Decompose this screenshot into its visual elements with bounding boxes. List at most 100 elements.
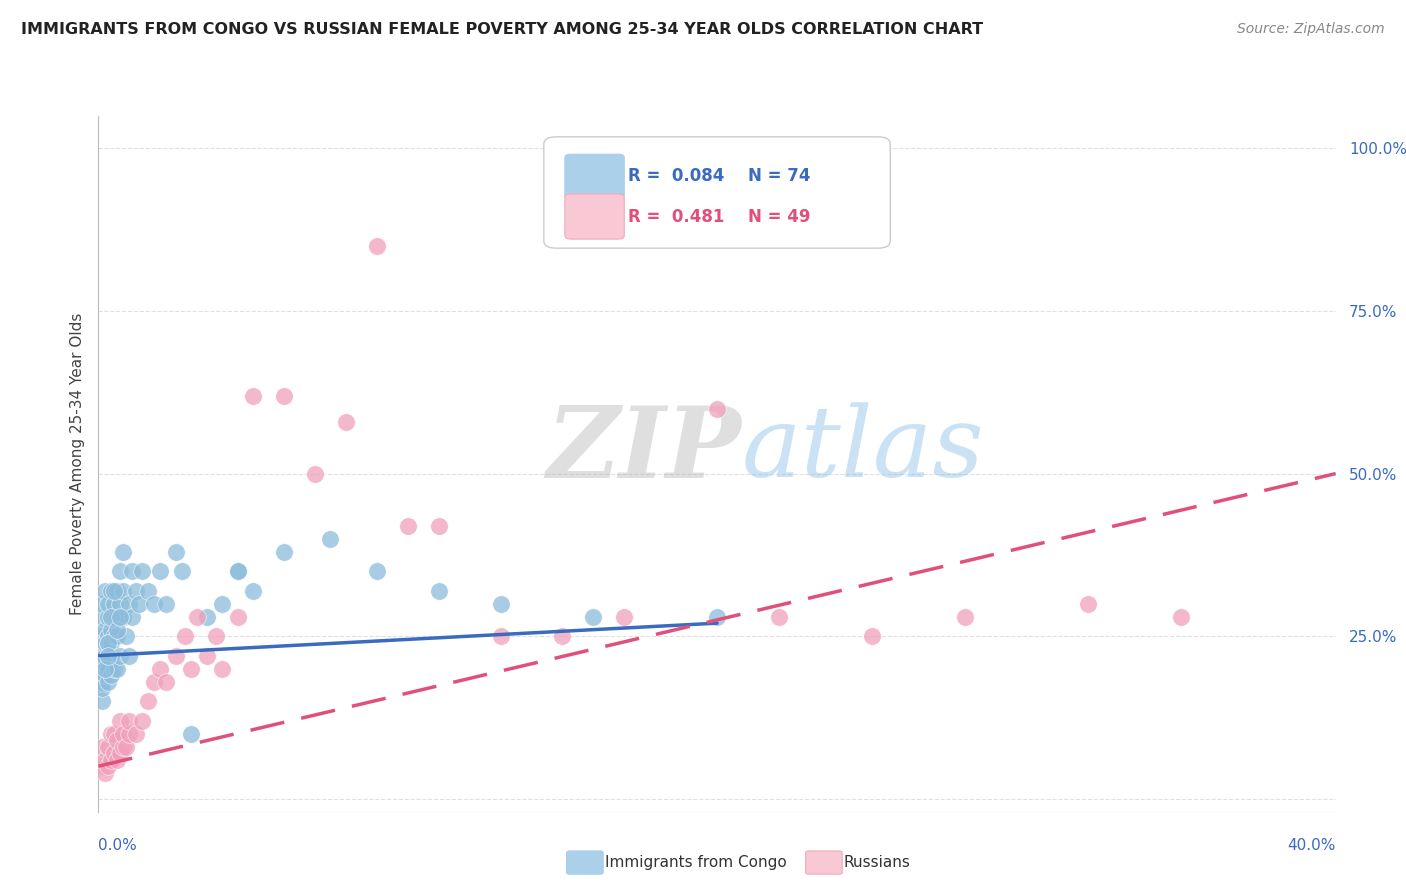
Point <box>97 674 120 689</box>
Point <box>131 714 153 728</box>
Text: Source: ZipAtlas.com: Source: ZipAtlas.com <box>1237 22 1385 37</box>
Point <box>304 467 326 481</box>
Point <box>112 583 135 598</box>
Point <box>706 609 728 624</box>
Point <box>273 388 295 402</box>
Point <box>149 564 172 578</box>
Point <box>115 629 138 643</box>
FancyBboxPatch shape <box>544 136 890 248</box>
Point <box>205 629 228 643</box>
FancyBboxPatch shape <box>565 194 624 239</box>
Point <box>93 583 115 598</box>
Point <box>90 597 112 611</box>
Point <box>124 583 146 598</box>
Text: Russians: Russians <box>844 855 911 870</box>
Point <box>93 662 115 676</box>
Point <box>108 609 131 624</box>
Point <box>186 609 208 624</box>
Point <box>97 759 120 773</box>
Point <box>427 518 450 533</box>
Point <box>1077 597 1099 611</box>
Point <box>768 609 790 624</box>
Point <box>613 609 636 624</box>
Point <box>128 597 150 611</box>
Point <box>100 609 122 624</box>
Point <box>90 609 112 624</box>
Point <box>180 662 202 676</box>
Point <box>103 629 125 643</box>
Point <box>105 662 128 676</box>
Point <box>90 681 112 695</box>
Point <box>105 609 128 624</box>
Point <box>174 629 197 643</box>
Point <box>103 597 125 611</box>
Point <box>108 564 131 578</box>
Point <box>180 727 202 741</box>
Text: IMMIGRANTS FROM CONGO VS RUSSIAN FEMALE POVERTY AMONG 25-34 YEAR OLDS CORRELATIO: IMMIGRANTS FROM CONGO VS RUSSIAN FEMALE … <box>21 22 983 37</box>
Text: ZIP: ZIP <box>547 401 742 498</box>
Point <box>105 623 128 637</box>
Point <box>226 564 249 578</box>
Point <box>97 648 120 663</box>
Point <box>103 662 125 676</box>
Point <box>226 564 249 578</box>
Point <box>93 655 115 669</box>
Point <box>953 609 976 624</box>
Point <box>860 629 883 643</box>
Point <box>118 648 141 663</box>
Point <box>136 583 159 598</box>
Point <box>427 583 450 598</box>
Point <box>90 674 112 689</box>
Point <box>103 583 125 598</box>
Point <box>108 714 131 728</box>
Point <box>90 759 112 773</box>
Point <box>112 727 135 741</box>
Point <box>131 564 153 578</box>
Point <box>103 727 125 741</box>
Point <box>319 532 342 546</box>
Point <box>112 609 135 624</box>
Point <box>115 739 138 754</box>
Text: R =  0.084: R = 0.084 <box>628 168 724 186</box>
Point <box>103 609 125 624</box>
Point <box>93 668 115 682</box>
Point <box>97 609 120 624</box>
Point <box>90 694 112 708</box>
FancyBboxPatch shape <box>565 154 624 200</box>
Point <box>100 668 122 682</box>
Point <box>335 415 357 429</box>
Point <box>551 629 574 643</box>
Point <box>103 746 125 760</box>
Point <box>155 674 177 689</box>
Point <box>90 662 112 676</box>
Point <box>93 623 115 637</box>
Point <box>143 674 166 689</box>
Text: 40.0%: 40.0% <box>1288 838 1336 853</box>
Point <box>118 597 141 611</box>
Point <box>97 597 120 611</box>
Point <box>211 662 233 676</box>
Text: 0.0%: 0.0% <box>98 838 138 853</box>
Point <box>97 629 120 643</box>
Point <box>124 727 146 741</box>
Point <box>93 648 115 663</box>
Text: R =  0.481: R = 0.481 <box>628 208 724 226</box>
Point <box>105 753 128 767</box>
Point <box>149 662 172 676</box>
Point <box>242 388 264 402</box>
Point <box>165 544 187 558</box>
Point <box>155 597 177 611</box>
Point <box>97 739 120 754</box>
Point <box>100 753 122 767</box>
Point <box>93 635 115 649</box>
Point <box>1170 609 1192 624</box>
Point <box>366 239 388 253</box>
Point <box>118 714 141 728</box>
Point <box>582 609 605 624</box>
Point <box>396 518 419 533</box>
Text: N = 49: N = 49 <box>748 208 810 226</box>
Point <box>121 564 143 578</box>
Point <box>112 739 135 754</box>
Point <box>273 544 295 558</box>
Point <box>112 544 135 558</box>
